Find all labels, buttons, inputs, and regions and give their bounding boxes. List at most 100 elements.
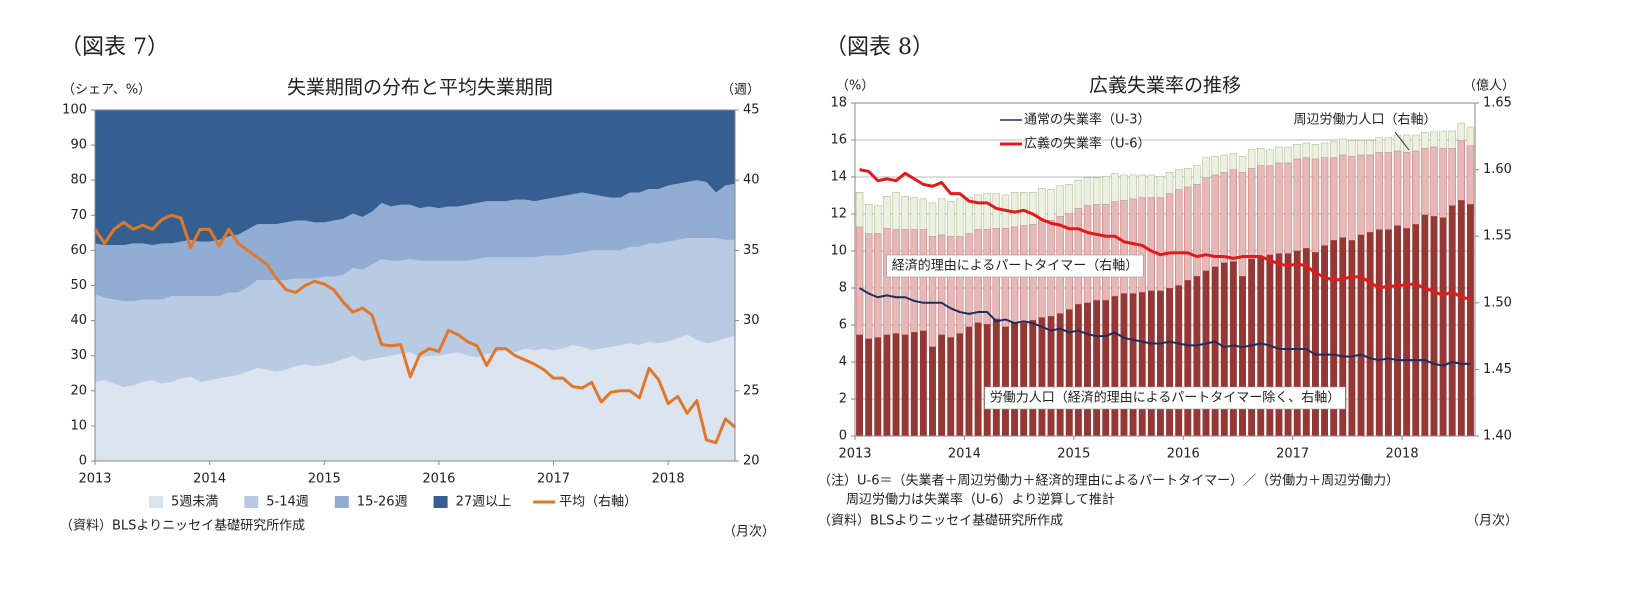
bar xyxy=(901,196,909,230)
y-tick-label: 14 xyxy=(830,170,847,185)
bar xyxy=(1403,228,1411,436)
chart-title: 失業期間の分布と平均失業期間 xyxy=(287,77,553,99)
y-tick-label: 10 xyxy=(70,418,87,433)
bar xyxy=(1293,144,1301,160)
bar xyxy=(1366,154,1374,233)
bar xyxy=(1293,250,1301,436)
bar xyxy=(1001,326,1009,436)
bar xyxy=(1412,150,1420,225)
bar xyxy=(883,228,891,335)
series-label: 経済的理由によるパートタイマー（右軸） xyxy=(892,258,1139,274)
legend-label: 5週未満 xyxy=(171,495,218,510)
chart-title: 広義失業率の推移 xyxy=(1089,75,1241,97)
bar xyxy=(1275,146,1283,164)
bar xyxy=(1138,292,1146,436)
bar xyxy=(874,233,882,338)
bar xyxy=(1147,290,1155,436)
bar xyxy=(1001,228,1010,327)
bar xyxy=(1339,237,1347,436)
bar xyxy=(1129,293,1137,436)
bar xyxy=(1165,172,1174,194)
bar xyxy=(983,193,991,230)
y-tick-label: 2 xyxy=(839,392,847,407)
bar xyxy=(910,229,918,333)
bar xyxy=(1147,197,1155,292)
bar xyxy=(874,337,882,436)
bar xyxy=(910,332,918,436)
bar xyxy=(974,322,982,436)
source: （資料）BLSよりニッセイ基礎研究所作成 xyxy=(60,519,305,534)
line xyxy=(859,168,1471,301)
y-tick-label: 0 xyxy=(839,429,847,444)
legend-swatch xyxy=(149,496,163,508)
bar xyxy=(892,229,900,334)
bar xyxy=(1430,216,1438,436)
series-label: 周辺労働力人口（右軸） xyxy=(1293,113,1436,128)
bar xyxy=(1439,130,1447,149)
y-tick-label: 40 xyxy=(70,313,87,328)
bar xyxy=(992,318,1000,436)
bar xyxy=(1184,168,1192,188)
bar xyxy=(1211,266,1219,436)
bar xyxy=(1375,229,1383,436)
bar xyxy=(1074,180,1083,209)
y-axis-label: （シェア、%） xyxy=(62,83,151,98)
bar xyxy=(1321,245,1329,436)
bar xyxy=(965,326,973,436)
area xyxy=(95,334,735,461)
y-tick-label: 80 xyxy=(70,173,87,188)
bar xyxy=(1029,192,1037,225)
bar xyxy=(1229,169,1238,262)
legend-swatch xyxy=(334,496,349,508)
bar xyxy=(938,334,946,436)
x-tick-label: 2014 xyxy=(948,447,981,462)
y-tick-label: 0 xyxy=(79,454,87,469)
bar xyxy=(1092,204,1101,301)
bar xyxy=(1129,174,1137,200)
y-tick-label: 30 xyxy=(70,348,87,363)
y-tick-label: 4 xyxy=(839,355,847,370)
bar xyxy=(1457,140,1465,201)
x-tick-label: 2015 xyxy=(308,472,341,487)
bar xyxy=(1357,234,1365,436)
bar xyxy=(1111,173,1119,202)
series-label: 労働力人口（経済的理由によるパートタイマー除く、右軸） xyxy=(990,390,1341,406)
bar xyxy=(1457,122,1465,141)
bar xyxy=(1156,197,1165,292)
bar xyxy=(1421,148,1429,216)
bar xyxy=(1229,261,1237,436)
bar xyxy=(1220,154,1228,173)
x-tick-label: 2015 xyxy=(1057,447,1090,462)
bar xyxy=(1120,200,1128,294)
plot-frame xyxy=(854,102,1476,437)
bar xyxy=(1375,137,1383,153)
bar xyxy=(1348,140,1356,157)
legend-swatch xyxy=(244,496,259,508)
figure-header: （図表 7） xyxy=(60,35,169,60)
y2-tick-label: 1.45 xyxy=(1483,362,1512,377)
bar xyxy=(1211,174,1219,268)
bar xyxy=(983,324,991,436)
bar xyxy=(1402,134,1411,153)
bar xyxy=(1175,285,1183,436)
bar xyxy=(1394,225,1401,436)
bar xyxy=(865,233,873,339)
bar xyxy=(1339,138,1347,156)
bar xyxy=(1202,177,1210,272)
legend-label: 広義の失業率（U-6） xyxy=(1024,136,1150,152)
legend-label: 15-26週 xyxy=(357,495,408,510)
bar xyxy=(1102,204,1110,301)
x-tick-label: 2018 xyxy=(652,472,685,487)
bar xyxy=(1257,256,1265,436)
bar xyxy=(947,201,955,237)
y-tick-label: 50 xyxy=(70,278,87,293)
bar xyxy=(1092,177,1101,205)
x-unit: （月次） xyxy=(1466,513,1518,529)
bar xyxy=(1220,172,1228,264)
y-tick-label: 90 xyxy=(70,138,87,153)
bar xyxy=(874,205,882,234)
bar xyxy=(956,198,964,237)
bar xyxy=(1011,322,1019,436)
line xyxy=(859,287,1471,367)
